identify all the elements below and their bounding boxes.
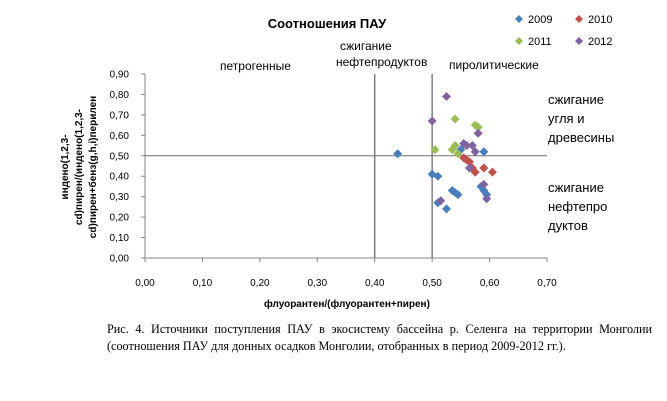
- data-point-2012: [473, 128, 483, 138]
- reference-lines: [145, 74, 547, 258]
- x-tick-label: 0,20: [250, 278, 270, 289]
- tick-labels: 0,00 0,10 0,20 0,30 0,40 0,50 0,60 0,70 0,00 0,10…: [110, 70, 558, 290]
- data-point-2012: [464, 163, 474, 173]
- legend-label-2011: 2011: [528, 36, 552, 48]
- x-tick-label: 0,30: [308, 278, 328, 289]
- y-tick-label: 0,00: [110, 254, 130, 265]
- region-label-pyrolytic: пиролитические: [449, 58, 539, 72]
- y-tick-label: 0,30: [110, 192, 130, 203]
- data-points: [393, 91, 497, 214]
- data-point-2010: [464, 157, 474, 167]
- region-label-petrogenic: петрогенные: [220, 59, 291, 73]
- legend-marker-2010: [575, 15, 583, 23]
- x-tick-label: 0,70: [537, 278, 557, 289]
- data-point-2011: [453, 149, 463, 159]
- legend-label-2012: 2012: [588, 36, 612, 48]
- region-label-combustion-right-3: дуктов: [548, 218, 588, 233]
- data-point-2012: [470, 147, 480, 157]
- data-point-2010: [470, 167, 480, 177]
- data-point-2012: [482, 194, 492, 204]
- y-tick-label: 0,70: [110, 110, 130, 121]
- data-point-2009: [433, 171, 443, 181]
- data-point-2011: [450, 114, 460, 124]
- data-point-2012: [427, 116, 437, 126]
- x-tick-label: 0,60: [480, 278, 500, 289]
- x-tick-label: 0,50: [422, 278, 442, 289]
- legend-marker-2009: [515, 15, 523, 23]
- data-point-2011: [430, 145, 440, 155]
- y-tick-label: 0,60: [110, 131, 130, 142]
- x-tick-label: 0,40: [365, 278, 385, 289]
- region-label-combustion-right-1: сжигание: [548, 180, 604, 195]
- y-tick-label: 0,50: [110, 151, 130, 162]
- legend: 2009 2010 2011 2012: [515, 14, 612, 48]
- data-point-2009: [479, 147, 489, 157]
- legend-label-2010: 2010: [588, 14, 612, 26]
- y-axis-label-line-3: cd)пирен+бенз(g,h,i)перилен: [87, 96, 99, 238]
- region-label-coal-3: древесины: [548, 130, 614, 145]
- y-tick-label: 0,10: [110, 233, 130, 244]
- y-axis-label-line-2: cd)пирен/(инденo(1,2,3-: [74, 109, 85, 225]
- data-point-2012: [462, 141, 472, 151]
- region-label-combustion-right-2: нефтепро: [548, 199, 607, 214]
- region-labels: петрогенные сжигание нефтепродуктов пиро…: [220, 39, 614, 233]
- y-axis-label: инденo(1,2,3- cd)пирен/(инденo(1,2,3- cd…: [60, 96, 99, 238]
- x-tick-label: 0,00: [135, 278, 155, 289]
- y-tick-label: 0,90: [110, 70, 130, 81]
- data-point-2009: [453, 190, 463, 200]
- chart-title: Соотношения ПАУ: [268, 16, 387, 31]
- data-point-2011: [450, 141, 460, 151]
- data-point-2009: [442, 204, 451, 214]
- legend-label-2009: 2009: [528, 14, 552, 26]
- y-axis-label-line-1: инденo(1,2,3-: [60, 134, 71, 199]
- data-point-2009: [393, 149, 403, 159]
- region-label-combustion-top-2: нефтепродуктов: [336, 55, 427, 69]
- data-point-2012: [442, 91, 451, 101]
- region-label-combustion-top-1: сжигание: [340, 39, 392, 53]
- data-point-2011: [473, 122, 483, 132]
- pah-ratio-chart: Соотношения ПАУ 0,00 0,10 0,20 0,30 0,40 0,50…: [60, 14, 614, 310]
- y-tick-label: 0,20: [110, 213, 130, 224]
- x-tick-label: 0,10: [193, 278, 213, 289]
- region-label-coal-2: угля и: [548, 111, 584, 126]
- y-tick-label: 0,80: [110, 90, 130, 101]
- axes: [144, 74, 547, 259]
- data-point-2012: [479, 179, 489, 189]
- data-point-2010: [487, 167, 497, 177]
- data-point-2010: [479, 163, 489, 173]
- legend-marker-2011: [515, 37, 523, 45]
- data-point-2012: [436, 196, 446, 206]
- legend-marker-2012: [575, 37, 583, 45]
- figure-caption: Рис. 4. Источники поступления ПАУ в экос…: [107, 322, 652, 353]
- y-tick-label: 0,40: [110, 172, 130, 183]
- region-label-coal-1: сжигание: [548, 92, 604, 107]
- x-axis-label: флуорантен/(флуорантен+пирен): [264, 298, 430, 310]
- data-point-2012: [467, 141, 477, 151]
